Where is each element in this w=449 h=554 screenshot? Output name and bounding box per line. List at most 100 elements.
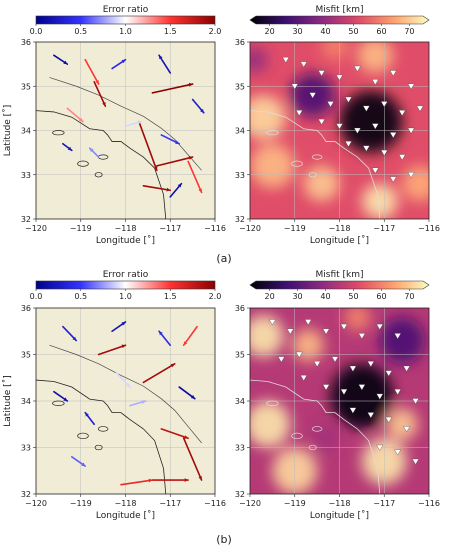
station-marker bbox=[295, 351, 303, 358]
colorbar-tick-label: 70 bbox=[404, 27, 414, 36]
plot-area bbox=[250, 42, 429, 219]
coastline bbox=[36, 379, 167, 494]
x-tick-label: −116 bbox=[204, 499, 226, 508]
station-marker bbox=[353, 65, 361, 72]
station-marker bbox=[380, 149, 388, 156]
colorbar-title: Error ratio bbox=[103, 5, 149, 15]
vector-arrowhead bbox=[121, 321, 126, 326]
station-marker bbox=[403, 365, 411, 372]
vector-arrowhead bbox=[198, 188, 202, 193]
misfit-blob bbox=[357, 42, 394, 73]
vector-arrowhead bbox=[159, 331, 163, 336]
y-tick-label: 35 bbox=[21, 351, 31, 360]
axes: −120 −119 −118 −117 −116 32 33 34 35 36 Longitude … bbox=[2, 304, 226, 521]
plot-area bbox=[250, 308, 429, 494]
station-marker bbox=[331, 356, 339, 363]
coastline bbox=[250, 379, 381, 494]
colorbar-tick-label: 20 bbox=[264, 27, 274, 36]
colorbar-error_ratio: Error ratio 0.0 0.5 1.0 1.5 2.0 bbox=[30, 5, 222, 36]
coastline bbox=[36, 110, 167, 219]
colorbar-misfit: Misfit [km] 20 30 40 50 60 70 bbox=[249, 5, 430, 36]
vector-arrowhead bbox=[126, 383, 130, 388]
island-outline bbox=[94, 444, 103, 451]
colorbar-tick-label: 2.0 bbox=[209, 292, 222, 301]
station-marker bbox=[394, 333, 402, 340]
vector-arrowhead bbox=[95, 80, 99, 85]
colorbar-error_ratio: Error ratio 0.0 0.5 1.0 1.5 2.0 bbox=[30, 270, 222, 301]
station-marker bbox=[318, 119, 326, 125]
station-marker bbox=[389, 176, 397, 183]
misfit-blob bbox=[343, 308, 371, 332]
misfit-blob bbox=[361, 183, 398, 219]
vector-arrowhead bbox=[102, 102, 106, 107]
y-tick-label: 32 bbox=[235, 490, 245, 499]
misfit-blob bbox=[250, 46, 268, 73]
x-tick-label: −117 bbox=[373, 224, 395, 233]
station-marker bbox=[340, 389, 348, 395]
x-tick-label: −119 bbox=[70, 499, 92, 508]
x-tick-label: −117 bbox=[159, 224, 181, 233]
vector-arrowhead bbox=[200, 108, 204, 113]
vector-arrow bbox=[142, 362, 176, 384]
station-marker bbox=[394, 449, 402, 456]
colorbar-title: Error ratio bbox=[103, 270, 149, 280]
vector-arrowhead bbox=[159, 55, 163, 60]
station-marker bbox=[412, 458, 420, 465]
axes: −120 −119 −118 −117 −116 32 33 34 35 36 Longitude … bbox=[235, 304, 440, 521]
station-marker bbox=[336, 123, 343, 130]
island-outline bbox=[266, 400, 279, 407]
station-marker bbox=[322, 384, 330, 391]
station-marker bbox=[398, 154, 406, 161]
colorbar-title: Misfit [km] bbox=[315, 5, 363, 15]
station-marker bbox=[358, 384, 366, 391]
station-marker bbox=[416, 105, 424, 112]
station-marker bbox=[407, 172, 415, 179]
vector-arrow bbox=[187, 160, 203, 194]
vector-arrow bbox=[182, 437, 203, 481]
island-outline bbox=[97, 426, 109, 432]
misfit-blob bbox=[250, 95, 286, 140]
vector-arrowhead bbox=[153, 166, 158, 171]
station-marker bbox=[403, 426, 411, 433]
station-marker bbox=[327, 101, 335, 108]
x-tick-label: −120 bbox=[25, 499, 47, 508]
vector-arrowhead bbox=[89, 148, 94, 153]
island-outline bbox=[291, 160, 303, 167]
y-tick-label: 36 bbox=[21, 304, 31, 313]
vector-arrowhead bbox=[79, 117, 83, 122]
station-marker bbox=[362, 145, 370, 152]
x-tick-label: −120 bbox=[239, 224, 261, 233]
colorbar-tick-label: 2.0 bbox=[209, 27, 222, 36]
island-outline bbox=[311, 426, 323, 432]
colorbar-tick-label: 1.5 bbox=[164, 27, 177, 36]
station-marker bbox=[358, 333, 366, 340]
colorbar-tick-label: 0.5 bbox=[74, 27, 87, 36]
x-tick-label: −118 bbox=[329, 499, 351, 508]
axes: −120 −119 −118 −117 −116 32 33 34 35 36 Longitude … bbox=[2, 38, 226, 246]
vector-arrow bbox=[151, 83, 194, 94]
y-tick-label: 32 bbox=[235, 215, 245, 224]
station-marker bbox=[385, 370, 393, 377]
misfit-blob bbox=[379, 317, 425, 364]
vector-arrowhead bbox=[184, 478, 189, 482]
station-marker bbox=[376, 323, 384, 330]
station-markers bbox=[282, 57, 424, 183]
subfigure-label-a: (a) bbox=[216, 252, 231, 265]
x-tick-label: −116 bbox=[418, 224, 440, 233]
x-tick-label: −120 bbox=[239, 499, 261, 508]
y-tick-label: 36 bbox=[235, 38, 245, 47]
station-marker bbox=[344, 96, 352, 103]
colorbar-tick-label: 0.5 bbox=[74, 292, 87, 301]
island-outline bbox=[52, 400, 65, 407]
station-marker bbox=[389, 132, 397, 139]
x-tick-label: −116 bbox=[204, 224, 226, 233]
station-marker bbox=[349, 407, 357, 414]
vector-arrowhead bbox=[177, 183, 182, 188]
vector-arrowhead bbox=[170, 363, 175, 368]
x-axis-label: Longitude [˚] bbox=[310, 235, 369, 246]
y-tick-label: 33 bbox=[21, 171, 31, 180]
vector-arrowhead bbox=[121, 59, 126, 64]
misfit-blob bbox=[250, 143, 295, 189]
station-marker bbox=[376, 444, 384, 451]
